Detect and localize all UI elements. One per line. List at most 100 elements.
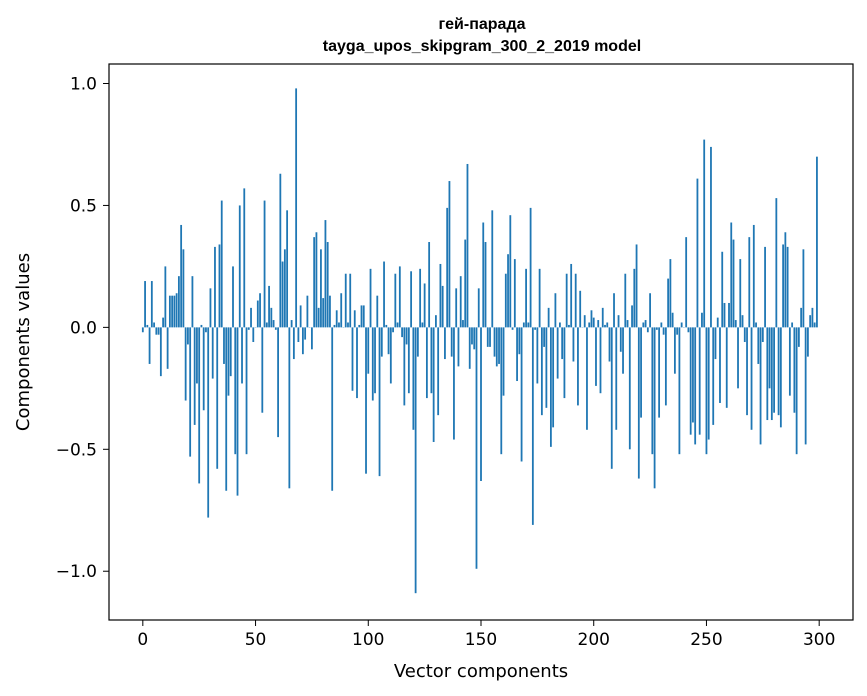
bar-7 [157,327,160,335]
bar-183 [554,293,557,328]
bar-169 [522,322,525,328]
bar-32 [214,246,216,328]
bar-6 [155,327,158,335]
bar-254 [714,327,717,360]
bar-156 [493,327,496,357]
bar-108 [385,324,388,328]
bar-53 [261,327,264,413]
bar-118 [407,327,410,394]
bar-47 [247,327,250,330]
bar-65 [288,327,291,489]
y-tick-label-3: 0.5 [70,196,97,216]
bar-201 [595,327,597,386]
bar-1 [144,281,146,328]
bar-267 [743,327,746,342]
bar-18 [182,249,185,328]
bar-26 [200,324,203,328]
bar-217 [631,305,633,328]
bar-152 [484,242,487,328]
bar-84 [331,327,334,491]
bar-31 [211,327,214,379]
bar-3 [148,327,151,364]
bar-36 [223,327,225,364]
bar-280 [773,327,775,413]
bar-71 [301,327,304,355]
bar-138 [453,327,455,440]
bar-19 [184,327,187,401]
bar-223 [644,320,647,328]
bar-295 [807,327,809,357]
bar-44 [241,327,243,384]
bar-110 [389,327,392,384]
bar-225 [649,293,651,328]
bar-210 [615,327,618,430]
bar-132 [439,263,442,328]
bar-250 [705,327,708,455]
bar-255 [716,317,719,328]
bar-174 [534,327,537,330]
bar-30 [209,288,212,328]
bar-125 [423,283,426,328]
bar-20 [187,327,189,345]
bar-159 [500,327,503,455]
bar-274 [759,327,762,445]
bar-37 [225,327,228,491]
bar-group [141,88,818,594]
bar-157 [495,327,498,367]
bar-238 [678,327,681,455]
bar-24 [196,327,198,384]
bar-120 [412,327,415,430]
bar-16 [177,276,180,328]
bar-197 [586,327,588,430]
x-axis-ticks: 0 50 100 150 200 250 300 [137,620,835,650]
bar-265 [739,259,742,328]
bar-72 [304,327,307,340]
bar-297 [811,307,814,328]
bar-112 [394,273,397,328]
bar-93 [351,327,354,391]
bar-94 [353,310,356,328]
bar-11 [166,327,169,369]
bar-109 [387,327,390,355]
bar-215 [626,320,629,328]
bar-241 [685,237,688,328]
bar-4 [150,281,153,328]
bar-278 [768,327,771,389]
bar-292 [800,307,803,328]
bar-220 [637,327,640,479]
bar-2 [146,324,149,328]
bar-263 [734,320,737,328]
bar-116 [403,327,406,406]
x-tick-label-50: 50 [245,630,267,650]
bar-33 [216,327,219,469]
bar-43 [238,205,241,328]
bar-234 [669,259,672,328]
bar-27 [202,327,205,411]
bar-260 [728,302,730,328]
bar-67 [292,327,295,360]
bar-23 [193,327,196,425]
bar-40 [232,266,234,328]
bar-119 [410,271,413,328]
bar-287 [788,327,791,396]
bar-294 [804,327,807,445]
bar-113 [396,322,399,328]
bar-212 [619,327,622,352]
x-tick-label-200: 200 [578,630,610,650]
bar-13 [171,295,174,328]
bar-181 [549,327,552,447]
bar-239 [680,322,683,328]
bar-184 [556,327,559,379]
bar-276 [764,246,766,328]
bar-140 [457,327,460,367]
bar-133 [441,285,444,328]
bar-105 [378,327,381,477]
bar-192 [574,273,577,328]
chart-title-line1: гей-парада [438,16,525,33]
bar-144 [466,163,469,328]
bar-207 [608,327,611,362]
bar-172 [529,207,532,328]
bar-115 [401,327,403,338]
bar-95 [356,327,358,399]
